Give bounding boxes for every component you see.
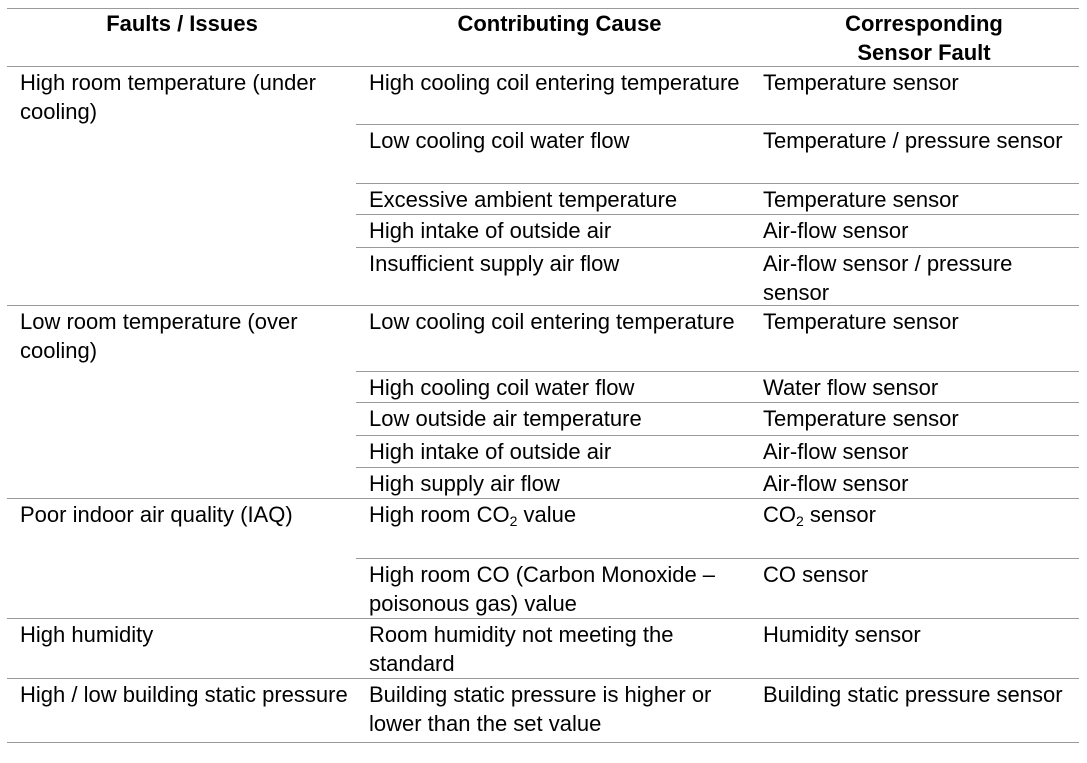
table-row: High cooling coil entering temperature T… — [356, 67, 1079, 125]
cause-cell: High supply air flow — [369, 471, 560, 496]
sensor-cell: Temperature sensor — [763, 70, 959, 95]
sensor-cell: CO sensor — [763, 562, 869, 587]
cause-text: High room CO — [369, 502, 510, 527]
fault-group: High / low building static pressure Buil… — [7, 679, 1079, 743]
cause-cell: Low cooling coil entering temperature — [369, 309, 735, 334]
fault-cell: High / low building static pressure — [20, 682, 348, 707]
cause-cell: High intake of outside air — [369, 218, 612, 243]
cause-cell: Low outside air temperature — [369, 406, 642, 431]
sensor-text: CO — [763, 502, 796, 527]
cause-cell: Insufficient supply air flow — [369, 251, 620, 276]
cause-cell: Room humidity not meeting the standard — [369, 622, 674, 676]
sensor-cell: Water flow sensor — [763, 375, 939, 400]
fault-table: Faults / Issues Contributing Cause Corre… — [7, 8, 1079, 743]
table-row: High room CO (Carbon Monoxide – poisonou… — [356, 559, 1079, 618]
sensor-cell: Air-flow sensor — [763, 218, 909, 243]
sensor-cell: Humidity sensor — [763, 622, 921, 647]
cause-cell: High room CO2 value — [356, 500, 763, 558]
cause-cell: Low cooling coil water flow — [369, 128, 630, 153]
fault-cell: High humidity — [20, 622, 154, 647]
table-row: Excessive ambient temperature Temperatur… — [356, 184, 1079, 215]
subscript: 2 — [796, 513, 804, 529]
fault-group: High room temperature (under cooling) Hi… — [7, 67, 1079, 306]
header-cause: Contributing Cause — [457, 11, 662, 36]
sensor-cell: Building static pressure sensor — [763, 682, 1063, 707]
header-faults: Faults / Issues — [106, 11, 258, 36]
subscript: 2 — [509, 513, 518, 529]
table-row: High intake of outside air Air-flow sens… — [356, 215, 1079, 248]
cause-cell: Excessive ambient temperature — [369, 187, 678, 212]
sensor-cell: Temperature sensor — [763, 187, 959, 212]
sensor-cell: CO2 sensor — [763, 500, 1079, 558]
header-sensor: Corresponding Sensor Fault — [769, 9, 1079, 67]
table-row: High room CO2 value CO2 sensor — [356, 499, 1079, 559]
sensor-cell: Air-flow sensor / pressure sensor — [763, 251, 1013, 305]
table-row: High intake of outside air Air-flow sens… — [356, 436, 1079, 468]
cause-cell: High intake of outside air — [369, 439, 612, 464]
cause-cell: High cooling coil entering temperature — [369, 70, 740, 95]
table-row: Low cooling coil entering temperature Te… — [356, 306, 1079, 372]
fault-cell: Poor indoor air quality (IAQ) — [20, 502, 293, 527]
cause-cell: High cooling coil water flow — [369, 375, 635, 400]
header-sensor-line1: Corresponding — [845, 11, 1003, 36]
table-row: Building static pressure is higher or lo… — [356, 679, 1079, 742]
sensor-cell: Air-flow sensor — [763, 439, 909, 464]
fault-group: Poor indoor air quality (IAQ) High room … — [7, 499, 1079, 619]
sensor-cell: Temperature sensor — [763, 406, 959, 431]
sensor-text: sensor — [803, 502, 876, 527]
sensor-cell: Temperature sensor — [763, 309, 959, 334]
table-row: Low cooling coil water flow Temperature … — [356, 125, 1079, 184]
fault-cell: High room temperature (under cooling) — [20, 70, 316, 124]
header-sensor-line2: Sensor Fault — [857, 40, 991, 65]
fault-cell: Low room temperature (over cooling) — [20, 309, 298, 363]
fault-group: High humidity Room humidity not meeting … — [7, 619, 1079, 679]
table-row: High cooling coil water flow Water flow … — [356, 372, 1079, 403]
cause-cell: Building static pressure is higher or lo… — [369, 682, 712, 736]
table-row: Insufficient supply air flow Air-flow se… — [356, 248, 1079, 305]
cause-cell: High room CO (Carbon Monoxide – poisonou… — [369, 562, 716, 616]
sensor-cell: Temperature / pressure sensor — [763, 128, 1063, 153]
table-row: High supply air flow Air-flow sensor — [356, 468, 1079, 498]
table-row: Low outside air temperature Temperature … — [356, 403, 1079, 436]
table-row: Room humidity not meeting the standard H… — [356, 619, 1079, 678]
fault-group: Low room temperature (over cooling) Low … — [7, 306, 1079, 499]
table-header: Faults / Issues Contributing Cause Corre… — [7, 8, 1079, 67]
cause-text: value — [517, 502, 577, 527]
sensor-cell: Air-flow sensor — [763, 471, 909, 496]
